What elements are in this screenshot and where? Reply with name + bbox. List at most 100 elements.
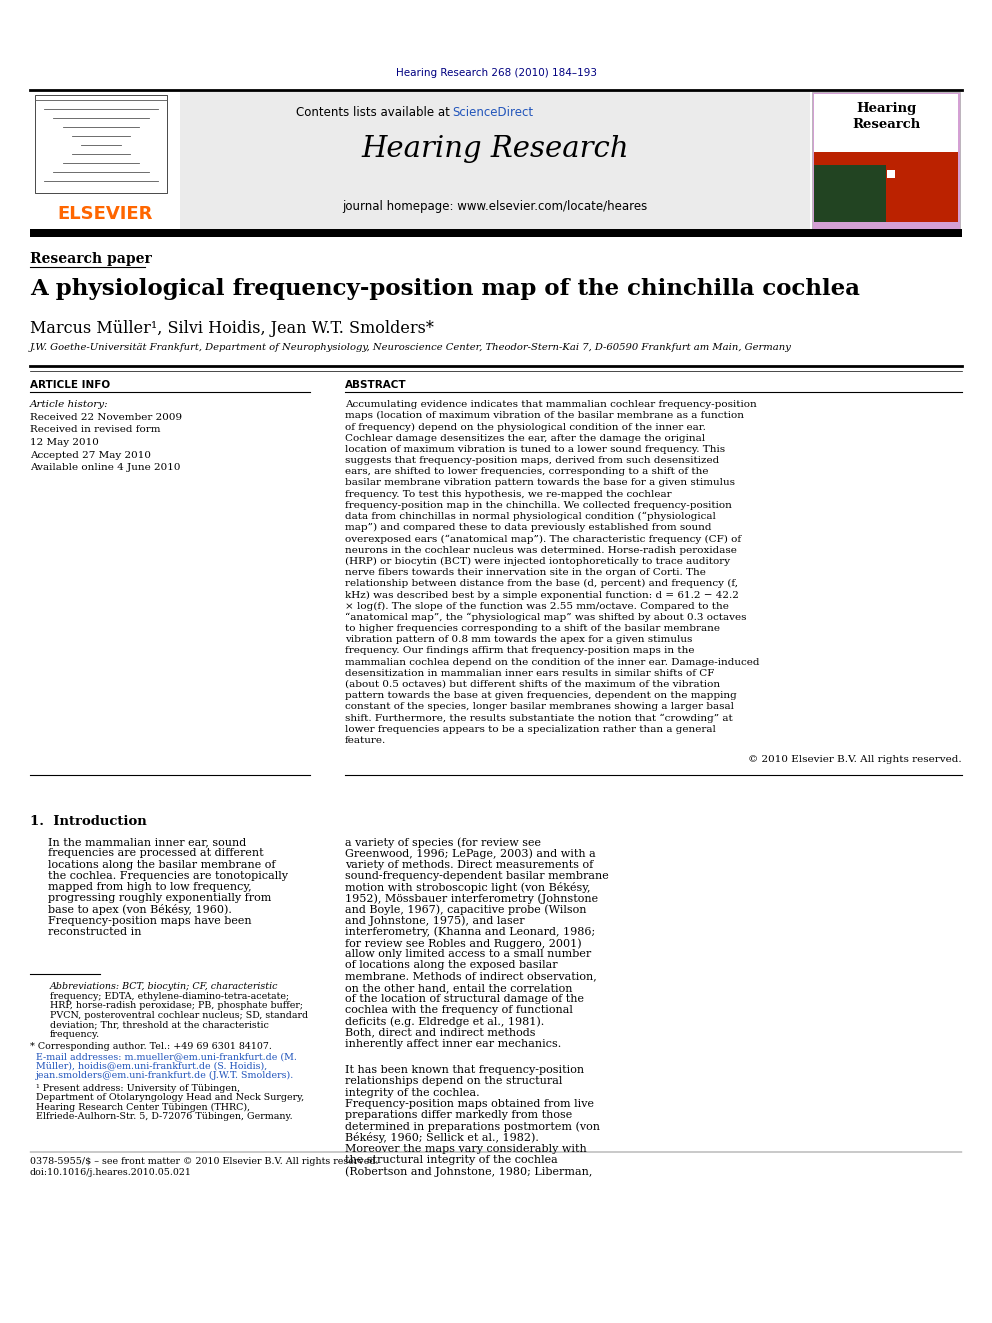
Bar xyxy=(887,169,895,179)
Text: A physiological frequency-position map of the chinchilla cochlea: A physiological frequency-position map o… xyxy=(30,278,860,300)
Text: * Corresponding author. Tel.: +49 69 6301 84107.: * Corresponding author. Tel.: +49 69 630… xyxy=(30,1043,272,1052)
Text: determined in preparations postmortem (von: determined in preparations postmortem (v… xyxy=(345,1121,600,1131)
Text: Accumulating evidence indicates that mammalian cochlear frequency-position: Accumulating evidence indicates that mam… xyxy=(345,400,757,409)
Bar xyxy=(180,90,810,235)
Text: relationships depend on the structural: relationships depend on the structural xyxy=(345,1077,562,1086)
Text: 0378-5955/$ – see front matter © 2010 Elsevier B.V. All rights reserved.: 0378-5955/$ – see front matter © 2010 El… xyxy=(30,1156,379,1166)
Text: 1.  Introduction: 1. Introduction xyxy=(30,815,147,828)
Text: Békésy, 1960; Sellick et al., 1982).: Békésy, 1960; Sellick et al., 1982). xyxy=(345,1132,539,1143)
Text: base to apex (von Békésy, 1960).: base to apex (von Békésy, 1960). xyxy=(48,905,232,916)
Text: a variety of species (for review see: a variety of species (for review see xyxy=(345,837,541,848)
Text: Hearing Research 268 (2010) 184–193: Hearing Research 268 (2010) 184–193 xyxy=(396,67,596,78)
Text: Both, direct and indirect methods: Both, direct and indirect methods xyxy=(345,1028,536,1037)
Text: Hearing Research Center Tübingen (THRC),: Hearing Research Center Tübingen (THRC), xyxy=(36,1102,250,1111)
Text: Moreover the maps vary considerably with: Moreover the maps vary considerably with xyxy=(345,1143,586,1154)
Text: allow only limited access to a small number: allow only limited access to a small num… xyxy=(345,949,591,959)
Text: ¹ Present address: University of Tübingen,: ¹ Present address: University of Tübinge… xyxy=(36,1084,240,1093)
Text: doi:10.1016/j.heares.2010.05.021: doi:10.1016/j.heares.2010.05.021 xyxy=(30,1168,191,1176)
Text: deficits (e.g. Eldredge et al., 1981).: deficits (e.g. Eldredge et al., 1981). xyxy=(345,1016,545,1027)
Text: Article history:: Article history: xyxy=(30,400,109,409)
Text: ARTICLE INFO: ARTICLE INFO xyxy=(30,380,110,390)
Text: pattern towards the base at given frequencies, dependent on the mapping: pattern towards the base at given freque… xyxy=(345,691,737,700)
Text: 1952), Mössbauer interferometry (Johnstone: 1952), Mössbauer interferometry (Johnsto… xyxy=(345,893,598,904)
Text: © 2010 Elsevier B.V. All rights reserved.: © 2010 Elsevier B.V. All rights reserved… xyxy=(748,755,962,765)
Text: Müller), hoidis@em.uni-frankfurt.de (S. Hoidis),: Müller), hoidis@em.uni-frankfurt.de (S. … xyxy=(36,1061,267,1070)
Text: mammalian cochlea depend on the condition of the inner ear. Damage-induced: mammalian cochlea depend on the conditio… xyxy=(345,658,760,667)
Text: map”) and compared these to data previously established from sound: map”) and compared these to data previou… xyxy=(345,523,711,532)
Text: Elfriede-Aulhorn-Str. 5, D-72076 Tübingen, Germany.: Elfriede-Aulhorn-Str. 5, D-72076 Tübinge… xyxy=(36,1113,293,1121)
Text: It has been known that frequency-position: It has been known that frequency-positio… xyxy=(345,1065,584,1076)
Bar xyxy=(812,93,960,233)
Text: neurons in the cochlear nucleus was determined. Horse-radish peroxidase: neurons in the cochlear nucleus was dete… xyxy=(345,545,737,554)
Text: E-mail addresses: m.mueller@em.uni-frankfurt.de (M.: E-mail addresses: m.mueller@em.uni-frank… xyxy=(36,1052,297,1061)
Text: ears, are shifted to lower frequencies, corresponding to a shift of the: ears, are shifted to lower frequencies, … xyxy=(345,467,708,476)
Text: Contents lists available at: Contents lists available at xyxy=(297,106,450,119)
Text: frequency.: frequency. xyxy=(50,1029,100,1039)
Text: overexposed ears (“anatomical map”). The characteristic frequency (CF) of: overexposed ears (“anatomical map”). The… xyxy=(345,534,741,544)
Text: Received in revised form: Received in revised form xyxy=(30,426,161,434)
Text: of frequency) depend on the physiological condition of the inner ear.: of frequency) depend on the physiologica… xyxy=(345,422,706,431)
Text: relationship between distance from the base (d, percent) and frequency (f,: relationship between distance from the b… xyxy=(345,579,738,589)
Text: J.W. Goethe-Universität Frankfurt, Department of Neurophysiology, Neuroscience C: J.W. Goethe-Universität Frankfurt, Depar… xyxy=(30,343,792,352)
Text: on the other hand, entail the correlation: on the other hand, entail the correlatio… xyxy=(345,983,572,992)
Text: Cochlear damage desensitizes the ear, after the damage the original: Cochlear damage desensitizes the ear, af… xyxy=(345,434,705,443)
Text: variety of methods. Direct measurements of: variety of methods. Direct measurements … xyxy=(345,860,593,869)
Text: ABSTRACT: ABSTRACT xyxy=(345,380,407,390)
Text: jean.smolders@em.uni-frankfurt.de (J.W.T. Smolders).: jean.smolders@em.uni-frankfurt.de (J.W.T… xyxy=(36,1072,295,1081)
Text: preparations differ markedly from those: preparations differ markedly from those xyxy=(345,1110,572,1121)
Text: basilar membrane vibration pattern towards the base for a given stimulus: basilar membrane vibration pattern towar… xyxy=(345,479,735,487)
Text: Hearing Research: Hearing Research xyxy=(361,135,629,163)
Text: deviation; Thr, threshold at the characteristic: deviation; Thr, threshold at the charact… xyxy=(50,1020,269,1029)
Bar xyxy=(35,95,167,193)
Text: Frequency-position maps obtained from live: Frequency-position maps obtained from li… xyxy=(345,1099,594,1109)
Text: Received 22 November 2009: Received 22 November 2009 xyxy=(30,413,183,422)
Text: inherently affect inner ear mechanics.: inherently affect inner ear mechanics. xyxy=(345,1039,561,1049)
Text: vibration pattern of 0.8 mm towards the apex for a given stimulus: vibration pattern of 0.8 mm towards the … xyxy=(345,635,692,644)
Text: journal homepage: www.elsevier.com/locate/heares: journal homepage: www.elsevier.com/locat… xyxy=(342,200,648,213)
Text: locations along the basilar membrane of: locations along the basilar membrane of xyxy=(48,860,276,869)
Text: frequency-position map in the chinchilla. We collected frequency-position: frequency-position map in the chinchilla… xyxy=(345,501,732,509)
Text: nerve fibers towards their innervation site in the organ of Corti. The: nerve fibers towards their innervation s… xyxy=(345,568,706,577)
Text: Frequency-position maps have been: Frequency-position maps have been xyxy=(48,916,252,926)
Text: Hearing: Hearing xyxy=(856,102,917,115)
Text: Marcus Müller¹, Silvi Hoidis, Jean W.T. Smolders*: Marcus Müller¹, Silvi Hoidis, Jean W.T. … xyxy=(30,320,434,337)
Text: ELSEVIER: ELSEVIER xyxy=(58,205,153,224)
Text: lower frequencies appears to be a specialization rather than a general: lower frequencies appears to be a specia… xyxy=(345,725,716,734)
Text: reconstructed in: reconstructed in xyxy=(48,927,142,937)
Text: feature.: feature. xyxy=(345,736,386,745)
Text: shift. Furthermore, the results substantiate the notion that “crowding” at: shift. Furthermore, the results substant… xyxy=(345,713,733,722)
Text: location of maximum vibration is tuned to a lower sound frequency. This: location of maximum vibration is tuned t… xyxy=(345,445,725,454)
Text: frequencies are processed at different: frequencies are processed at different xyxy=(48,848,264,859)
Text: Greenwood, 1996; LePage, 2003) and with a: Greenwood, 1996; LePage, 2003) and with … xyxy=(345,848,596,859)
Text: PVCN, posteroventral cochlear nucleus; SD, standard: PVCN, posteroventral cochlear nucleus; S… xyxy=(50,1011,309,1020)
Text: ScienceDirect: ScienceDirect xyxy=(452,106,533,119)
Text: and Boyle, 1967), capacitive probe (Wilson: and Boyle, 1967), capacitive probe (Wils… xyxy=(345,905,586,916)
Text: Department of Otolaryngology Head and Neck Surgery,: Department of Otolaryngology Head and Ne… xyxy=(36,1093,305,1102)
Text: interferometry, (Khanna and Leonard, 1986;: interferometry, (Khanna and Leonard, 198… xyxy=(345,927,595,938)
Text: (HRP) or biocytin (BCT) were injected iontophoretically to trace auditory: (HRP) or biocytin (BCT) were injected io… xyxy=(345,557,730,566)
Text: Available online 4 June 2010: Available online 4 June 2010 xyxy=(30,463,181,472)
Bar xyxy=(30,229,962,237)
Text: of locations along the exposed basilar: of locations along the exposed basilar xyxy=(345,960,558,970)
Text: cochlea with the frequency of functional: cochlea with the frequency of functional xyxy=(345,1005,572,1015)
Text: (about 0.5 octaves) but different shifts of the maximum of the vibration: (about 0.5 octaves) but different shifts… xyxy=(345,680,720,689)
Text: membrane. Methods of indirect observation,: membrane. Methods of indirect observatio… xyxy=(345,971,597,982)
Text: “anatomical map”, the “physiological map” was shifted by about 0.3 octaves: “anatomical map”, the “physiological map… xyxy=(345,613,747,622)
Text: mapped from high to low frequency,: mapped from high to low frequency, xyxy=(48,882,252,892)
Text: suggests that frequency-position maps, derived from such desensitized: suggests that frequency-position maps, d… xyxy=(345,456,719,464)
Text: In the mammalian inner ear, sound: In the mammalian inner ear, sound xyxy=(48,837,246,847)
Text: frequency; EDTA, ethylene-diamino-tetra-acetate;: frequency; EDTA, ethylene-diamino-tetra-… xyxy=(50,992,289,1000)
Text: to higher frequencies corresponding to a shift of the basilar membrane: to higher frequencies corresponding to a… xyxy=(345,624,720,632)
Text: kHz) was described best by a simple exponential function: d = 61.2 − 42.2: kHz) was described best by a simple expo… xyxy=(345,590,739,599)
Text: for review see Robles and Ruggero, 2001): for review see Robles and Ruggero, 2001) xyxy=(345,938,581,949)
Text: constant of the species, longer basilar membranes showing a larger basal: constant of the species, longer basilar … xyxy=(345,703,734,712)
Text: integrity of the cochlea.: integrity of the cochlea. xyxy=(345,1088,479,1098)
Text: motion with stroboscopic light (von Békésy,: motion with stroboscopic light (von Béké… xyxy=(345,882,590,893)
Text: Research paper: Research paper xyxy=(30,251,152,266)
Text: sound-frequency-dependent basilar membrane: sound-frequency-dependent basilar membra… xyxy=(345,871,609,881)
Text: desensitization in mammalian inner ears results in similar shifts of CF: desensitization in mammalian inner ears … xyxy=(345,669,714,677)
Text: and Johnstone, 1975), and laser: and Johnstone, 1975), and laser xyxy=(345,916,525,926)
Bar xyxy=(814,165,886,222)
Text: the structural integrity of the cochlea: the structural integrity of the cochlea xyxy=(345,1155,558,1164)
Text: progressing roughly exponentially from: progressing roughly exponentially from xyxy=(48,893,272,904)
